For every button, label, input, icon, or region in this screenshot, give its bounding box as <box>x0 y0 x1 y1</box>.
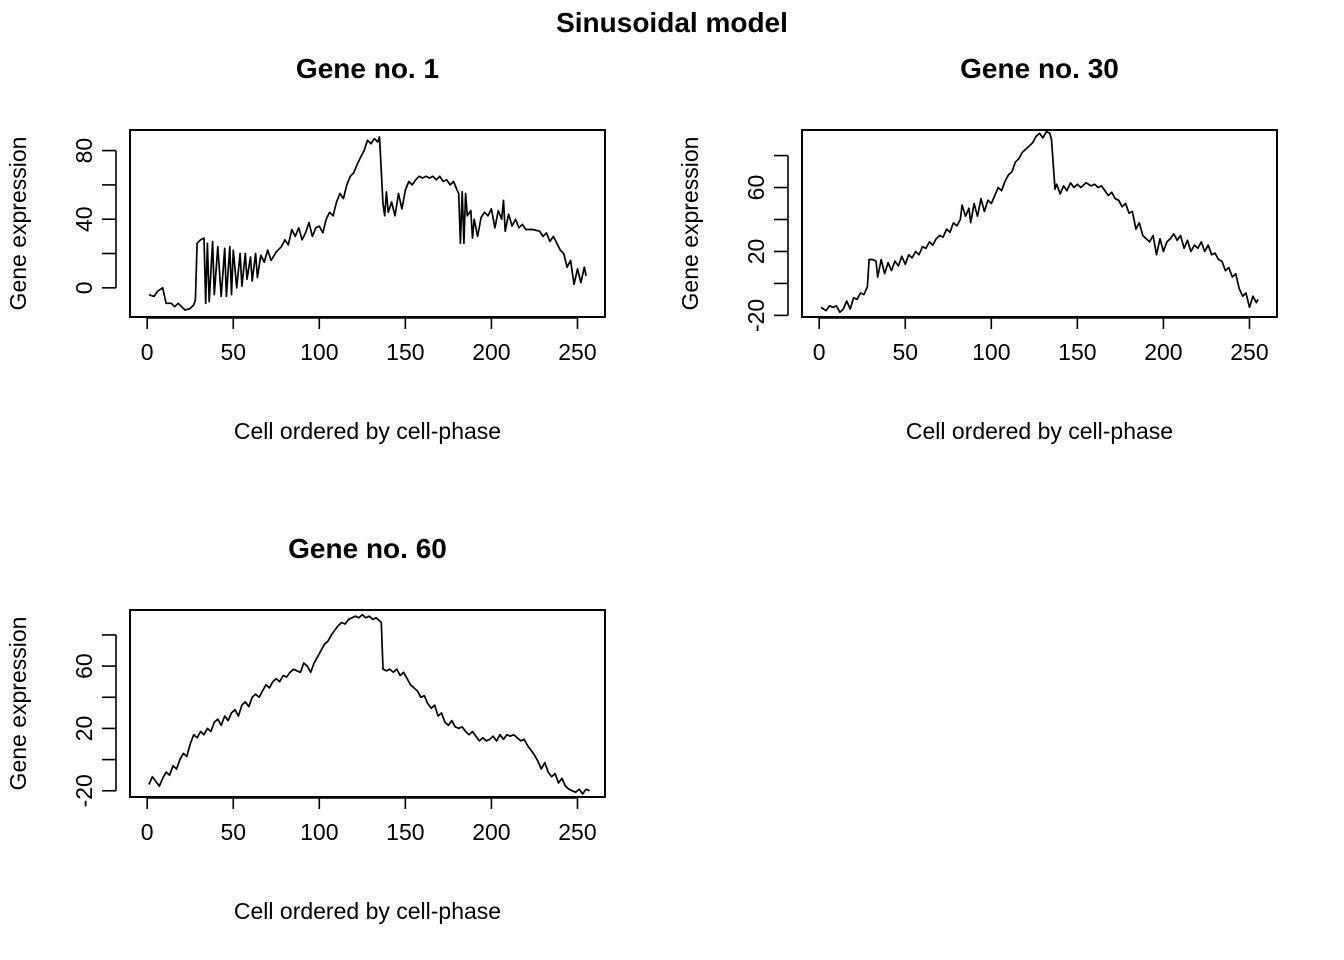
panel-title: Gene no. 1 <box>296 53 439 84</box>
y-tick-label: 60 <box>71 653 97 679</box>
panel-gene-1: Gene no. 1 0 50 100 150 200 250 0 40 80 Cell order… <box>5 53 606 444</box>
x-tick-label: 0 <box>141 819 154 845</box>
panel-gene-3: Gene no. 60 0 50 100 150 200 250 -20 20 60 Cell or… <box>5 533 606 924</box>
x-axis-label: Cell ordered by cell-phase <box>906 418 1173 444</box>
x-tick-label: 150 <box>386 339 424 365</box>
series-line-1 <box>148 136 587 311</box>
y-axis-label: Gene expression <box>5 137 31 311</box>
x-axis-label: Cell ordered by cell-phase <box>234 418 501 444</box>
y-axis-label: Gene expression <box>677 137 703 311</box>
x-tick-label: 100 <box>300 819 338 845</box>
x-tick-label: 100 <box>972 339 1010 365</box>
plot-frame <box>129 129 606 318</box>
x-axis-label: Cell ordered by cell-phase <box>234 898 501 924</box>
x-tick-label: 50 <box>892 339 918 365</box>
y-tick-label: 0 <box>71 281 97 294</box>
figure-title: Sinusoidal model <box>556 7 788 38</box>
x-tick-label: 250 <box>558 819 596 845</box>
panel-gene-2: Gene no. 30 0 50 100 150 200 250 -20 20 60 Cell or… <box>677 53 1278 444</box>
x-tick-label: 250 <box>558 339 596 365</box>
y-axis-label: Gene expression <box>5 617 31 791</box>
panel-title: Gene no. 30 <box>960 53 1119 84</box>
y-tick-label: 20 <box>743 239 769 265</box>
plot-frame <box>129 609 606 798</box>
x-tick-label: 150 <box>386 819 424 845</box>
series-line-1 <box>148 613 590 795</box>
x-tick-label: 200 <box>472 339 510 365</box>
y-tick-label: 20 <box>71 716 97 742</box>
series-line-1 <box>820 130 1259 314</box>
x-tick-label: 100 <box>300 339 338 365</box>
y-tick-label: 80 <box>71 138 97 164</box>
x-tick-label: 200 <box>472 819 510 845</box>
y-tick-label: 60 <box>743 175 769 201</box>
y-tick-label: -20 <box>71 774 97 807</box>
x-tick-label: 0 <box>813 339 826 365</box>
plot-frame <box>801 129 1278 318</box>
x-tick-label: 0 <box>141 339 154 365</box>
x-tick-label: 200 <box>1144 339 1182 365</box>
x-tick-label: 150 <box>1058 339 1096 365</box>
x-tick-label: 50 <box>220 339 246 365</box>
x-tick-label: 250 <box>1230 339 1268 365</box>
y-tick-label: 40 <box>71 206 97 232</box>
panel-title: Gene no. 60 <box>288 533 447 564</box>
x-tick-label: 50 <box>220 819 246 845</box>
y-tick-label: -20 <box>743 299 769 332</box>
